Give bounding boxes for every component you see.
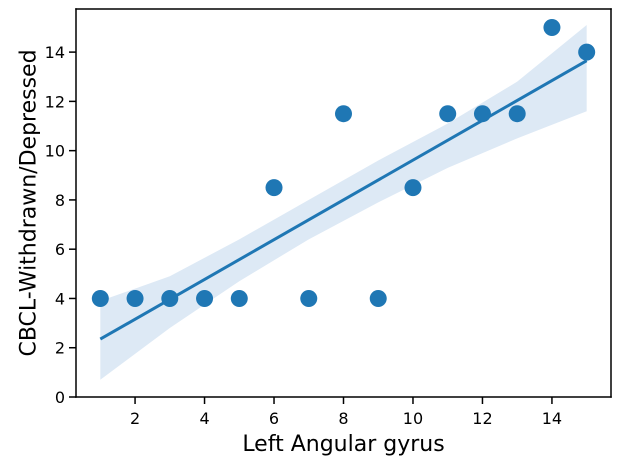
regression-line-layer (99, 59, 588, 341)
x-tick-label: 6 (269, 409, 279, 428)
confidence-band (100, 25, 587, 380)
data-point (404, 179, 422, 197)
data-point (439, 105, 457, 123)
x-tick-label: 10 (403, 409, 423, 428)
data-point (300, 289, 318, 307)
y-tick-label: 14 (45, 43, 65, 62)
data-point (265, 179, 283, 197)
data-point (196, 289, 214, 307)
x-axis-ticks: 2 4 6 8 10 12 14 (130, 397, 562, 428)
y-tick-label: 2 (55, 339, 65, 358)
data-point (161, 289, 179, 307)
data-point (369, 289, 387, 307)
y-axis-ticks: 0 2 4 6 8 10 12 14 (45, 43, 76, 407)
y-tick-label: 4 (55, 289, 65, 308)
regression-line (99, 59, 588, 341)
x-tick-label: 12 (472, 409, 492, 428)
y-tick-label: 0 (55, 388, 65, 407)
data-point (91, 289, 109, 307)
y-axis-label: CBCL-Withdrawn/Depressed (17, 49, 42, 356)
x-axis-label: Left Angular gyrus (242, 432, 444, 457)
data-point (543, 18, 561, 36)
y-tick-label: 12 (45, 92, 65, 111)
y-tick-label: 8 (55, 191, 65, 210)
data-point (230, 289, 248, 307)
y-tick-label: 6 (55, 240, 65, 259)
data-point (126, 289, 144, 307)
data-point (335, 105, 352, 123)
data-point (508, 105, 526, 123)
x-tick-label: 8 (338, 409, 348, 428)
x-tick-label: 14 (542, 409, 562, 428)
confidence-band-layer (100, 25, 587, 380)
y-tick-label: 10 (45, 142, 65, 161)
x-tick-label: 2 (130, 409, 140, 428)
data-point (473, 105, 491, 123)
data-points-layer (91, 18, 596, 307)
data-point (578, 43, 596, 61)
x-tick-label: 4 (199, 409, 209, 428)
